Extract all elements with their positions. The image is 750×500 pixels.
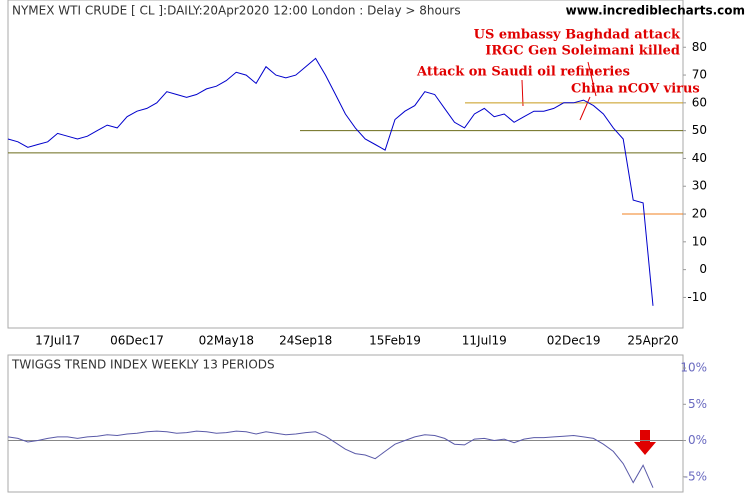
y-tick-label: 10 (692, 234, 707, 248)
y-tick-label: 60 (692, 95, 707, 109)
y-tick-label: 40 (692, 151, 707, 165)
y-tick-label: 80 (692, 40, 707, 54)
chart-title: NYMEX WTI CRUDE [ CL ]:DAILY:20Apr2020 1… (12, 4, 461, 18)
x-tick-label: 17Jul17 (35, 334, 80, 348)
indicator-title: TWIGGS TREND INDEX WEEKLY 13 PERIODS (11, 358, 275, 372)
y-tick-label: 20 (692, 207, 707, 221)
indicator-panel (7, 354, 684, 493)
annotation: US embassy Baghdad attack (474, 28, 681, 43)
y-tick-label: -10 (687, 290, 707, 304)
annotation: China nCOV virus (571, 82, 700, 97)
y-tick-label: 50 (692, 123, 707, 137)
arrow (579, 96, 591, 121)
arrow (521, 79, 524, 107)
y-tick-label: 70 (692, 68, 707, 82)
annotation: IRGC Gen Soleimani killed (485, 44, 680, 59)
x-tick-label: 06Dec17 (110, 334, 164, 348)
red-arrow (634, 430, 656, 455)
x-tick-label: 02Dec19 (547, 334, 601, 348)
x-tick-label: 24Sep18 (279, 334, 332, 348)
price-line (7, 430, 654, 488)
y-tick-label: -5% (684, 469, 707, 483)
y-tick-label: 0% (688, 433, 707, 447)
arrow (587, 61, 597, 97)
x-tick-label: 25Apr20 (627, 334, 678, 348)
x-tick-label: 15Feb19 (369, 334, 421, 348)
x-tick-label: 02May18 (199, 334, 254, 348)
x-tick-label: 11Jul19 (462, 334, 507, 348)
annotation: Attack on Saudi oil refineries (416, 65, 630, 80)
y-tick-label: 5% (688, 397, 707, 411)
y-tick-label: 10% (680, 361, 707, 375)
y-tick-label: 0 (699, 262, 707, 276)
price-line (7, 57, 654, 306)
source: www.incrediblecharts.com (566, 4, 745, 18)
y-tick-label: 30 (692, 179, 707, 193)
price-panel (7, 0, 684, 329)
